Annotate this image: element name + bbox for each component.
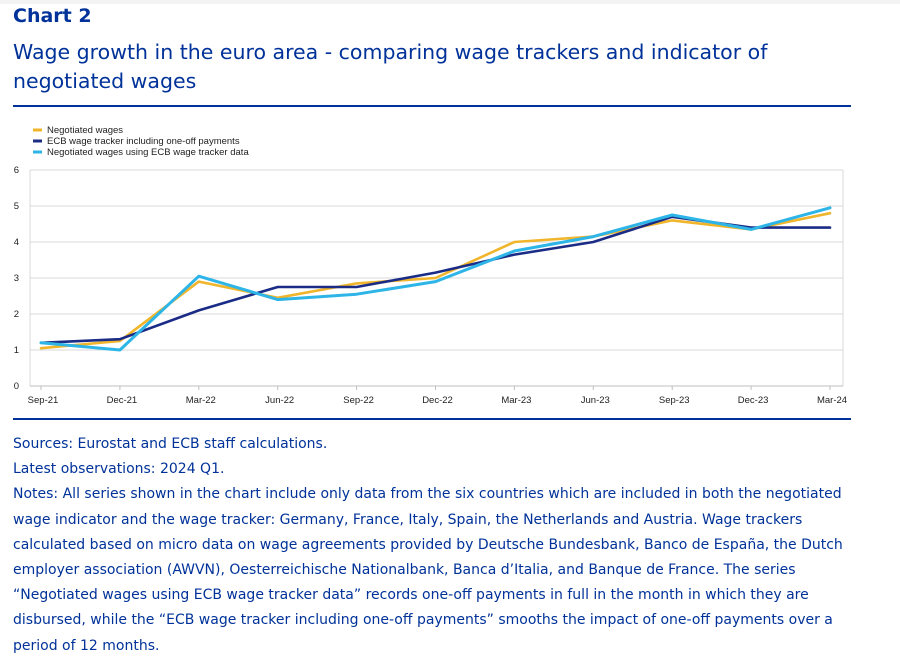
latest-observations-note: Latest observations: 2024 Q1. bbox=[13, 461, 225, 478]
legend-label: Negotiated wages bbox=[47, 125, 123, 136]
x-tick-label: Sep-23 bbox=[659, 395, 690, 406]
y-tick-label: 2 bbox=[14, 309, 19, 320]
x-tick-label: Mar-24 bbox=[817, 395, 847, 406]
top-band bbox=[0, 0, 900, 4]
methodology-note: Notes: All series shown in the chart inc… bbox=[13, 486, 843, 654]
x-tick-label: Sep-22 bbox=[343, 395, 374, 406]
series-line bbox=[39, 206, 832, 352]
x-tick-label: Mar-23 bbox=[501, 395, 531, 406]
x-tick-label: Jun-23 bbox=[581, 395, 610, 406]
x-tick-label: Dec-23 bbox=[738, 395, 769, 406]
y-tick-label: 0 bbox=[14, 381, 19, 392]
y-tick-label: 4 bbox=[14, 237, 19, 248]
legend-label: ECB wage tracker including one-off payme… bbox=[47, 136, 240, 147]
y-tick-label: 1 bbox=[14, 345, 19, 356]
y-tick-label: 5 bbox=[14, 201, 19, 212]
chart-title: Wage growth in the euro area - comparing… bbox=[13, 40, 768, 93]
y-tick-label: 6 bbox=[14, 165, 19, 176]
y-axis: 0 1 2 3 4 5 6 bbox=[14, 165, 19, 392]
x-tick-label: Mar-22 bbox=[186, 395, 216, 406]
notes-block: Sources: Eurostat and ECB staff calculat… bbox=[13, 432, 853, 659]
x-tick-label: Sep-21 bbox=[28, 395, 59, 406]
sources-note: Sources: Eurostat and ECB staff calculat… bbox=[13, 436, 328, 452]
grid-lines bbox=[29, 169, 844, 387]
x-tick-label: Jun-22 bbox=[265, 395, 294, 406]
chart-label: Chart 2 bbox=[13, 5, 92, 27]
bottom-rule bbox=[13, 418, 851, 420]
x-tick-label: Dec-21 bbox=[107, 395, 138, 406]
series-lines bbox=[39, 206, 832, 352]
top-rule bbox=[13, 105, 851, 107]
x-tick-label: Dec-22 bbox=[422, 395, 453, 406]
series-line bbox=[39, 215, 832, 345]
y-tick-label: 3 bbox=[14, 273, 19, 284]
legend-label: Negotiated wages using ECB wage tracker … bbox=[47, 147, 249, 158]
x-axis: Sep-21 Dec-21 Mar-22 Jun-22 Sep-22 Dec-22 Mar-… bbox=[28, 386, 847, 406]
